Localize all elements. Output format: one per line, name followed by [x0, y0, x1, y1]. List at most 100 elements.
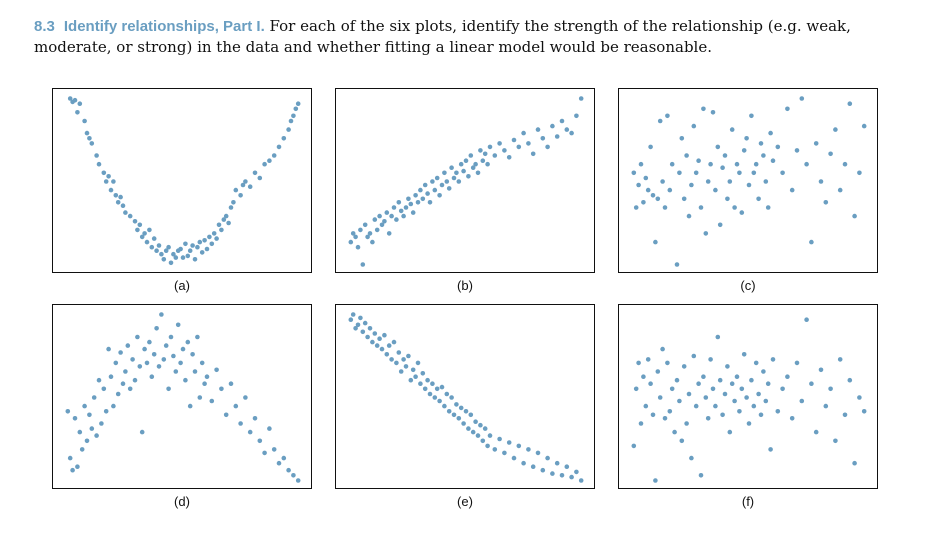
data-point — [758, 141, 764, 146]
data-point — [168, 260, 174, 266]
data-point — [99, 421, 104, 426]
data-point — [281, 455, 287, 461]
data-point — [703, 395, 709, 400]
data-point — [473, 161, 478, 167]
data-point — [693, 403, 699, 409]
data-point — [391, 205, 397, 210]
data-point — [120, 203, 126, 208]
data-point — [749, 113, 754, 119]
data-point — [641, 200, 646, 205]
data-point — [756, 391, 761, 397]
data-point — [497, 436, 502, 442]
data-point — [216, 222, 222, 228]
data-point — [207, 234, 212, 240]
data-point — [257, 175, 263, 181]
data-point — [295, 101, 301, 106]
data-point — [564, 127, 570, 132]
data-point — [192, 257, 198, 262]
data-point — [348, 239, 354, 245]
data-point — [180, 346, 186, 352]
data-point — [526, 447, 531, 452]
data-point — [408, 377, 414, 383]
data-point — [737, 170, 742, 176]
data-point — [223, 213, 229, 219]
data-point — [149, 374, 155, 379]
data-point — [475, 170, 481, 176]
data-point — [178, 246, 183, 252]
data-point — [506, 155, 512, 160]
data-point — [87, 412, 92, 418]
data-point — [75, 464, 80, 469]
data-point — [166, 244, 171, 250]
data-point — [667, 187, 673, 193]
data-point — [550, 471, 555, 476]
data-point — [77, 429, 83, 435]
data-point — [199, 250, 205, 255]
data-point — [710, 386, 716, 392]
data-point — [135, 227, 140, 233]
data-point — [852, 213, 857, 219]
data-point — [252, 170, 258, 176]
data-point — [432, 187, 438, 193]
data-point — [701, 374, 706, 379]
data-point — [353, 234, 358, 240]
data-point — [842, 161, 848, 167]
data-point — [144, 360, 150, 366]
data-point — [729, 127, 735, 132]
data-point — [763, 179, 769, 184]
data-point — [408, 201, 414, 207]
data-point — [643, 403, 649, 409]
data-point — [422, 182, 428, 188]
data-point — [72, 416, 78, 421]
data-point — [238, 421, 243, 426]
data-point — [768, 130, 773, 136]
data-point — [763, 398, 769, 404]
data-point — [384, 210, 390, 215]
data-point — [470, 429, 476, 435]
data-point — [360, 262, 366, 267]
data-point — [168, 334, 174, 340]
data-point — [214, 236, 219, 241]
data-point — [137, 364, 143, 369]
data-point — [765, 381, 771, 386]
data-point — [276, 144, 282, 150]
data-point — [734, 374, 740, 379]
data-point — [463, 409, 469, 414]
data-point — [696, 381, 701, 386]
data-point — [761, 369, 766, 374]
data-point — [466, 174, 471, 179]
data-point — [111, 179, 116, 184]
data-point — [751, 403, 757, 409]
data-point — [708, 357, 713, 362]
data-point — [466, 426, 471, 431]
data-point — [135, 334, 140, 340]
data-point — [161, 257, 167, 262]
data-point — [204, 246, 210, 252]
data-point — [674, 262, 680, 267]
data-point — [633, 205, 639, 210]
data-point — [159, 312, 164, 317]
plot-frame — [335, 88, 595, 273]
data-point — [717, 222, 723, 228]
data-point — [173, 255, 179, 260]
data-point — [125, 343, 131, 348]
data-point — [720, 165, 725, 170]
data-point — [418, 381, 423, 386]
data-point — [276, 460, 282, 466]
data-point — [681, 364, 687, 369]
data-point — [394, 217, 399, 222]
data-point — [192, 369, 198, 374]
data-point — [379, 346, 385, 352]
data-point — [190, 352, 195, 357]
data-point — [578, 96, 584, 101]
data-point — [480, 158, 486, 163]
data-point — [166, 386, 171, 392]
data-point — [710, 110, 716, 115]
data-point — [789, 187, 795, 193]
data-point — [669, 386, 675, 392]
data-point — [410, 210, 416, 215]
data-point — [231, 200, 236, 205]
data-point — [180, 255, 186, 260]
data-point — [657, 395, 663, 400]
data-point — [233, 187, 239, 193]
